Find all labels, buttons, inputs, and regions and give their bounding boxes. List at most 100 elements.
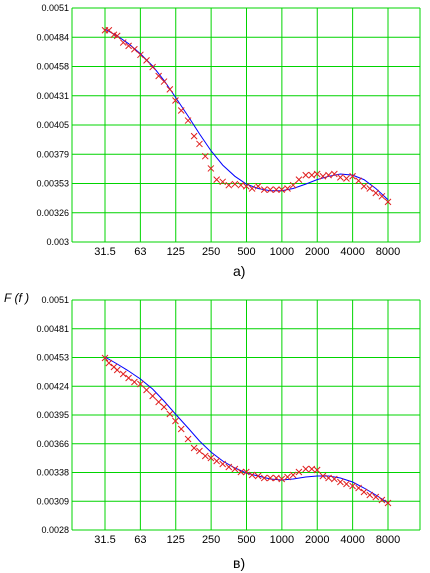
data-point [366, 185, 374, 192]
y-tick-label: 0.00458 [36, 62, 69, 72]
data-point [177, 425, 185, 433]
data-point [155, 72, 163, 80]
data-point [302, 465, 310, 473]
data-point [372, 493, 380, 501]
data-point [219, 460, 227, 468]
x-tick-labels: 31.5 63 125 250 500 1000 2000 4000 8000 [94, 246, 400, 258]
x-tick-labels: 31.5 63 125 250 500 1000 2000 4000 8000 [94, 534, 400, 546]
data-point [113, 32, 121, 40]
data-point [149, 63, 156, 71]
data-point [219, 178, 227, 186]
x-tick-label: 125 [167, 534, 185, 546]
data-point [149, 392, 156, 400]
y-tick-label: 0.00431 [36, 91, 69, 101]
data-point [190, 132, 198, 140]
x-tick-label: 31.5 [94, 534, 115, 546]
y-tick-label: 0.0028 [41, 525, 69, 535]
data-point [213, 457, 221, 465]
data-point [372, 189, 380, 197]
data-point [295, 468, 303, 476]
data-point [196, 447, 203, 455]
y-tick-label: 0.00309 [36, 496, 69, 506]
data-point [207, 454, 215, 462]
data-point [248, 185, 256, 192]
y-tick-label: 0.003 [46, 237, 69, 247]
x-tick-label: 125 [167, 246, 185, 258]
data-point [260, 186, 268, 193]
data-point [137, 51, 144, 59]
data-point [201, 152, 209, 160]
x-tick-label: 8000 [376, 246, 400, 258]
x-tick-label: 63 [134, 534, 146, 546]
data-point [343, 175, 350, 182]
data-point [190, 444, 198, 452]
x-tick-label: 63 [134, 246, 146, 258]
data-point [172, 97, 179, 104]
data-point [131, 45, 138, 53]
y-tick-label: 0.00353 [36, 179, 69, 189]
data-point [113, 366, 121, 374]
x-tick-label: 31.5 [94, 246, 115, 258]
x-tick-label: 500 [237, 246, 255, 258]
panel-caption: а) [233, 263, 245, 279]
x-tick-label: 2000 [305, 534, 329, 546]
data-point [237, 181, 245, 189]
data-point [184, 435, 192, 443]
data-point [366, 491, 374, 499]
data-point [125, 374, 132, 382]
x-tick-label: 250 [202, 246, 220, 258]
y-tick-label: 0.0051 [41, 3, 69, 13]
chart-panel-b: F (f ) 0.0028 0.00309 0.00338 0.00366 0.0039… [4, 291, 421, 571]
x-tick-label: 8000 [376, 534, 400, 546]
data-point [119, 39, 127, 46]
data-point [330, 170, 338, 178]
measured-points [101, 354, 392, 507]
data-point [319, 172, 327, 180]
data-point [360, 182, 368, 190]
data-point [272, 186, 280, 193]
y-tick-label: 0.00366 [36, 439, 69, 449]
fit-curve [104, 28, 389, 201]
data-point [308, 465, 316, 473]
chart-panel-a: 0.003 0.00326 0.00353 0.00379 0.00405 0.00431… [36, 3, 421, 279]
y-tick-label: 0.00481 [36, 324, 69, 334]
data-point [196, 140, 203, 148]
data-point [360, 488, 368, 496]
data-point [160, 403, 168, 411]
data-point [254, 182, 262, 190]
data-point [266, 186, 274, 193]
data-point [337, 174, 344, 181]
data-point [143, 386, 150, 394]
y-tick-label: 0.00453 [36, 353, 69, 363]
data-point [177, 107, 185, 114]
data-point [337, 478, 344, 486]
data-point [248, 471, 256, 479]
data-point [213, 176, 221, 183]
data-point [325, 474, 332, 482]
data-point [105, 359, 113, 367]
data-point [289, 471, 297, 479]
y-tick-label: 0.00395 [36, 410, 69, 420]
data-point [184, 117, 192, 124]
data-point [201, 452, 209, 460]
data-point [384, 198, 392, 206]
data-point [355, 177, 362, 185]
fit-curve [104, 356, 389, 504]
y-tick-labels: 0.003 0.00326 0.00353 0.00379 0.00405 0.00431… [36, 3, 69, 247]
data-point [266, 474, 274, 482]
y-tick-labels: 0.0028 0.00309 0.00338 0.00366 0.00395 0.0042… [36, 295, 69, 535]
data-point [254, 472, 262, 480]
data-point [384, 499, 392, 507]
data-point [349, 172, 356, 180]
data-point [349, 482, 356, 490]
data-point [289, 181, 297, 189]
data-point [231, 465, 239, 473]
data-point [137, 380, 144, 388]
y-tick-label: 0.00326 [36, 208, 69, 218]
y-tick-label: 0.00379 [36, 149, 69, 159]
data-point [225, 181, 233, 189]
data-point [284, 185, 291, 192]
y-tick-label: 0.0051 [41, 295, 69, 305]
x-tick-label: 2000 [305, 246, 329, 258]
